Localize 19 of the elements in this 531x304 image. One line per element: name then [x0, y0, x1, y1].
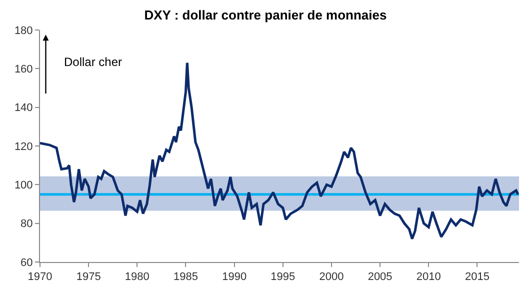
- x-tick-label: 1975: [76, 271, 101, 284]
- chart-title: DXY : dollar contre panier de monnaies: [144, 8, 387, 23]
- annotation: Dollar cher: [64, 55, 122, 69]
- y-tick-label: 160: [14, 64, 33, 76]
- x-tick-label: 2015: [464, 271, 490, 284]
- y-tick-label: 180: [14, 24, 33, 37]
- x-tick-label: 1985: [174, 271, 198, 284]
- x-tick-label: 2005: [368, 271, 392, 284]
- y-tick-label: 120: [14, 140, 33, 153]
- y-tick-label: 100: [14, 180, 33, 192]
- y-tick-label: 80: [20, 218, 33, 230]
- y-tick-label: 60: [20, 256, 33, 269]
- y-tick-label: 140: [14, 102, 33, 114]
- x-tick-label: 1980: [124, 271, 150, 284]
- x-tick-label: 1995: [270, 271, 296, 284]
- x-tick-label: 2010: [416, 271, 441, 284]
- x-tick-label: 1990: [222, 271, 247, 284]
- x-tick-label: 1970: [28, 271, 52, 284]
- x-tick-label: 2000: [319, 271, 344, 284]
